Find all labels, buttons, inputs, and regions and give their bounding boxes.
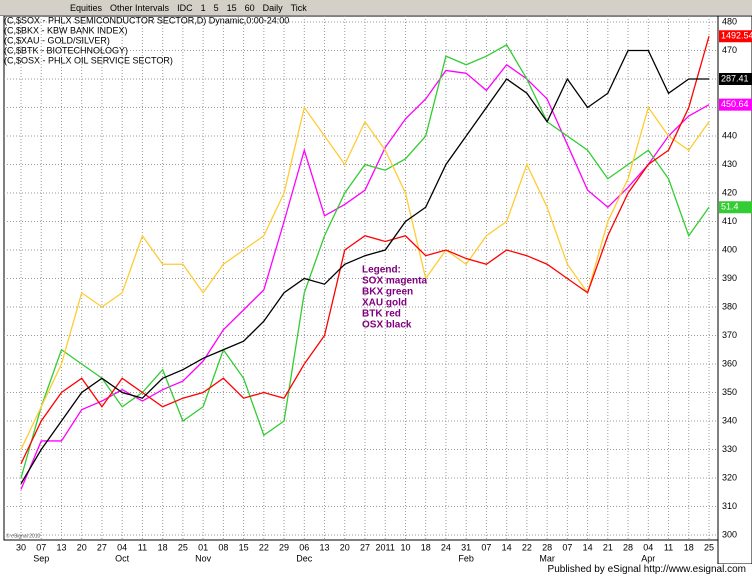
month-label: Apr bbox=[641, 553, 655, 563]
series-line bbox=[20, 105, 710, 450]
x-tick-label: 18 bbox=[158, 542, 168, 552]
y-tick-label: 440 bbox=[722, 130, 737, 140]
month-label: Oct bbox=[115, 553, 130, 563]
month-label: Feb bbox=[458, 553, 474, 563]
x-tick-label: 07 bbox=[36, 542, 46, 552]
x-tick-label: 07 bbox=[481, 542, 491, 552]
legend-annotation: SOX magenta bbox=[362, 276, 427, 287]
month-label: Nov bbox=[195, 553, 212, 563]
toolbar-item[interactable]: 15 bbox=[226, 2, 237, 13]
x-tick-label: 20 bbox=[77, 542, 87, 552]
series-header: (C,$BKX - KBW BANK INDEX) bbox=[4, 25, 128, 35]
y-tick-label: 380 bbox=[722, 301, 737, 311]
x-tick-label: 25 bbox=[178, 542, 188, 552]
legend-annotation: XAU gold bbox=[362, 298, 407, 309]
x-tick-label: 28 bbox=[623, 542, 633, 552]
x-tick-label: 07 bbox=[562, 542, 572, 552]
y-tick-label: 300 bbox=[722, 529, 737, 539]
y-tick-label: 480 bbox=[722, 16, 737, 26]
x-tick-label: 10 bbox=[400, 542, 410, 552]
x-tick-label: 04 bbox=[643, 542, 653, 552]
last-value-box bbox=[719, 98, 752, 111]
x-tick-label: 14 bbox=[583, 542, 593, 552]
x-tick-label: 11 bbox=[138, 542, 147, 552]
last-value-box bbox=[719, 73, 752, 85]
x-tick-label: 11 bbox=[664, 542, 673, 552]
x-tick-label: 14 bbox=[502, 542, 512, 552]
x-tick-label: 22 bbox=[259, 542, 269, 552]
series-header: (C,$SOX - PHLX SEMICONDUCTOR SECTOR,D) D… bbox=[4, 16, 289, 25]
toolbar-item[interactable]: Other Intervals bbox=[110, 2, 170, 13]
y-tick-label: 320 bbox=[722, 472, 737, 482]
toolbar-item[interactable]: Equities bbox=[70, 2, 103, 13]
y-tick-label: 370 bbox=[722, 330, 737, 340]
x-tick-label: 29 bbox=[279, 542, 289, 552]
x-tick-label: 01 bbox=[198, 542, 208, 552]
series-header: (C,$XAU - GOLD/SILVER) bbox=[4, 35, 110, 45]
x-tick-label: 22 bbox=[522, 542, 532, 552]
legend-annotation: BTK red bbox=[362, 309, 401, 320]
toolbar-item[interactable]: Tick bbox=[290, 2, 307, 13]
copyright: © eSignal 2010 bbox=[6, 532, 40, 539]
last-value-box bbox=[719, 201, 752, 214]
y-tick-label: 330 bbox=[722, 444, 737, 454]
last-value-label: 51.4 bbox=[721, 202, 739, 212]
series-line bbox=[20, 43, 710, 479]
month-label: Dec bbox=[296, 553, 313, 563]
x-tick-label: 30 bbox=[16, 542, 26, 552]
month-label: Mar bbox=[539, 553, 555, 563]
legend-annotation: BKX green bbox=[362, 287, 413, 298]
x-tick-label: 27 bbox=[360, 542, 370, 552]
last-value-label: 1492.54 bbox=[721, 31, 752, 41]
y-tick-label: 360 bbox=[722, 358, 737, 368]
y-tick-label: 390 bbox=[722, 273, 737, 283]
toolbar-item[interactable]: 5 bbox=[213, 2, 219, 13]
x-tick-label: 21 bbox=[603, 542, 613, 552]
x-tick-label: 24 bbox=[441, 542, 451, 552]
x-tick-label: 18 bbox=[684, 542, 694, 552]
x-tick-label: 27 bbox=[97, 542, 107, 552]
x-tick-label: 25 bbox=[704, 542, 714, 552]
y-tick-label: 430 bbox=[722, 159, 737, 169]
x-tick-label: 13 bbox=[56, 542, 66, 552]
y-tick-label: 470 bbox=[722, 45, 737, 55]
x-tick-label: 08 bbox=[218, 542, 228, 552]
toolbar-item[interactable]: 1 bbox=[200, 2, 206, 13]
series-header: (C,$BTK - BIOTECHNOLOGY) bbox=[4, 45, 128, 55]
x-tick-label: 31 bbox=[461, 542, 471, 552]
x-tick-label: 13 bbox=[320, 542, 330, 552]
series-header: (C,$OSX - PHLX OIL SERVICE SECTOR) bbox=[4, 55, 173, 65]
toolbar-item[interactable]: 60 bbox=[244, 2, 255, 13]
x-tick-label: 06 bbox=[299, 542, 309, 552]
month-label: Sep bbox=[33, 553, 49, 563]
y-tick-label: 340 bbox=[722, 415, 737, 425]
last-value-label: 450.64 bbox=[721, 99, 749, 109]
footer: Published by eSignal http://www.esignal.… bbox=[0, 564, 752, 576]
x-tick-label: 18 bbox=[421, 542, 431, 552]
legend-annotation: Legend: bbox=[362, 265, 401, 276]
toolbar: Equities Other Intervals IDC 1 5 15 60 Daily Tic… bbox=[0, 0, 752, 16]
y-tick-label: 310 bbox=[722, 501, 737, 511]
x-tick-label: 28 bbox=[542, 542, 552, 552]
series-line bbox=[20, 49, 709, 485]
series-line bbox=[20, 36, 710, 465]
toolbar-item[interactable]: IDC bbox=[177, 2, 193, 13]
x-tick-label: 2011 bbox=[376, 542, 395, 552]
last-value-box bbox=[719, 30, 752, 43]
legend-annotation: OSX black bbox=[362, 320, 412, 331]
x-tick-label: 15 bbox=[239, 542, 249, 552]
toolbar-item[interactable]: Daily bbox=[262, 2, 283, 13]
chart: 300 310 320 330 340 350 360 370 380 390 400 410 420 4… bbox=[0, 16, 752, 564]
x-tick-label: 20 bbox=[340, 542, 350, 552]
x-tick-label: 04 bbox=[117, 542, 127, 552]
y-tick-label: 410 bbox=[722, 216, 737, 226]
last-value-label: 287.41 bbox=[721, 73, 749, 83]
y-tick-label: 400 bbox=[722, 244, 737, 254]
y-tick-label: 350 bbox=[722, 387, 737, 397]
y-tick-label: 420 bbox=[722, 187, 737, 197]
